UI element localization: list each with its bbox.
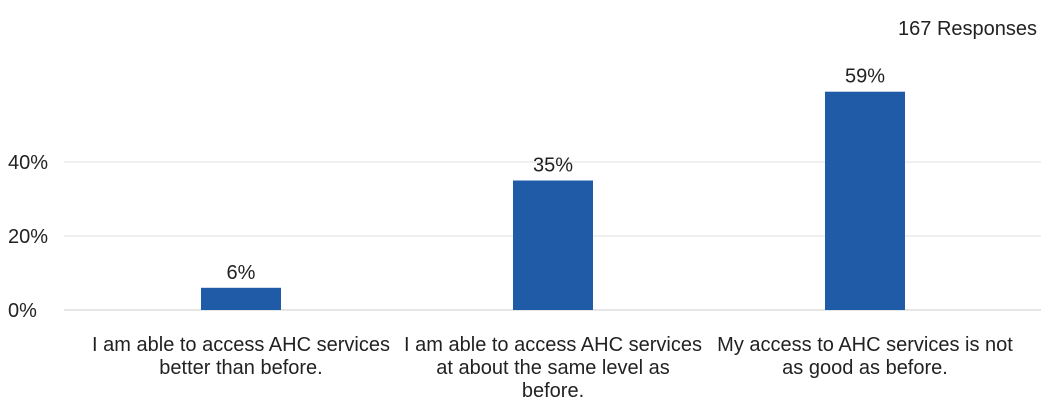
category-label-2: My access to AHC services is not as good…: [717, 334, 1013, 379]
category-label-0: I am able to access AHC services better …: [92, 334, 390, 379]
bar-value-label-2: 59%: [845, 66, 885, 88]
category-label-1: I am able to access AHC services at abou…: [404, 334, 702, 402]
bar-value-label-0: 6%: [227, 262, 256, 284]
y-tick-label-2: 40%: [8, 152, 48, 174]
responses-count: 167 Responses: [898, 18, 1037, 40]
bar-2: [825, 91, 905, 310]
bar-value-label-1: 35%: [533, 155, 573, 177]
bar-0: [201, 287, 281, 310]
bar-1: [513, 180, 593, 310]
y-tick-label-1: 20%: [8, 226, 48, 248]
y-tick-label-0: 0%: [8, 300, 37, 322]
